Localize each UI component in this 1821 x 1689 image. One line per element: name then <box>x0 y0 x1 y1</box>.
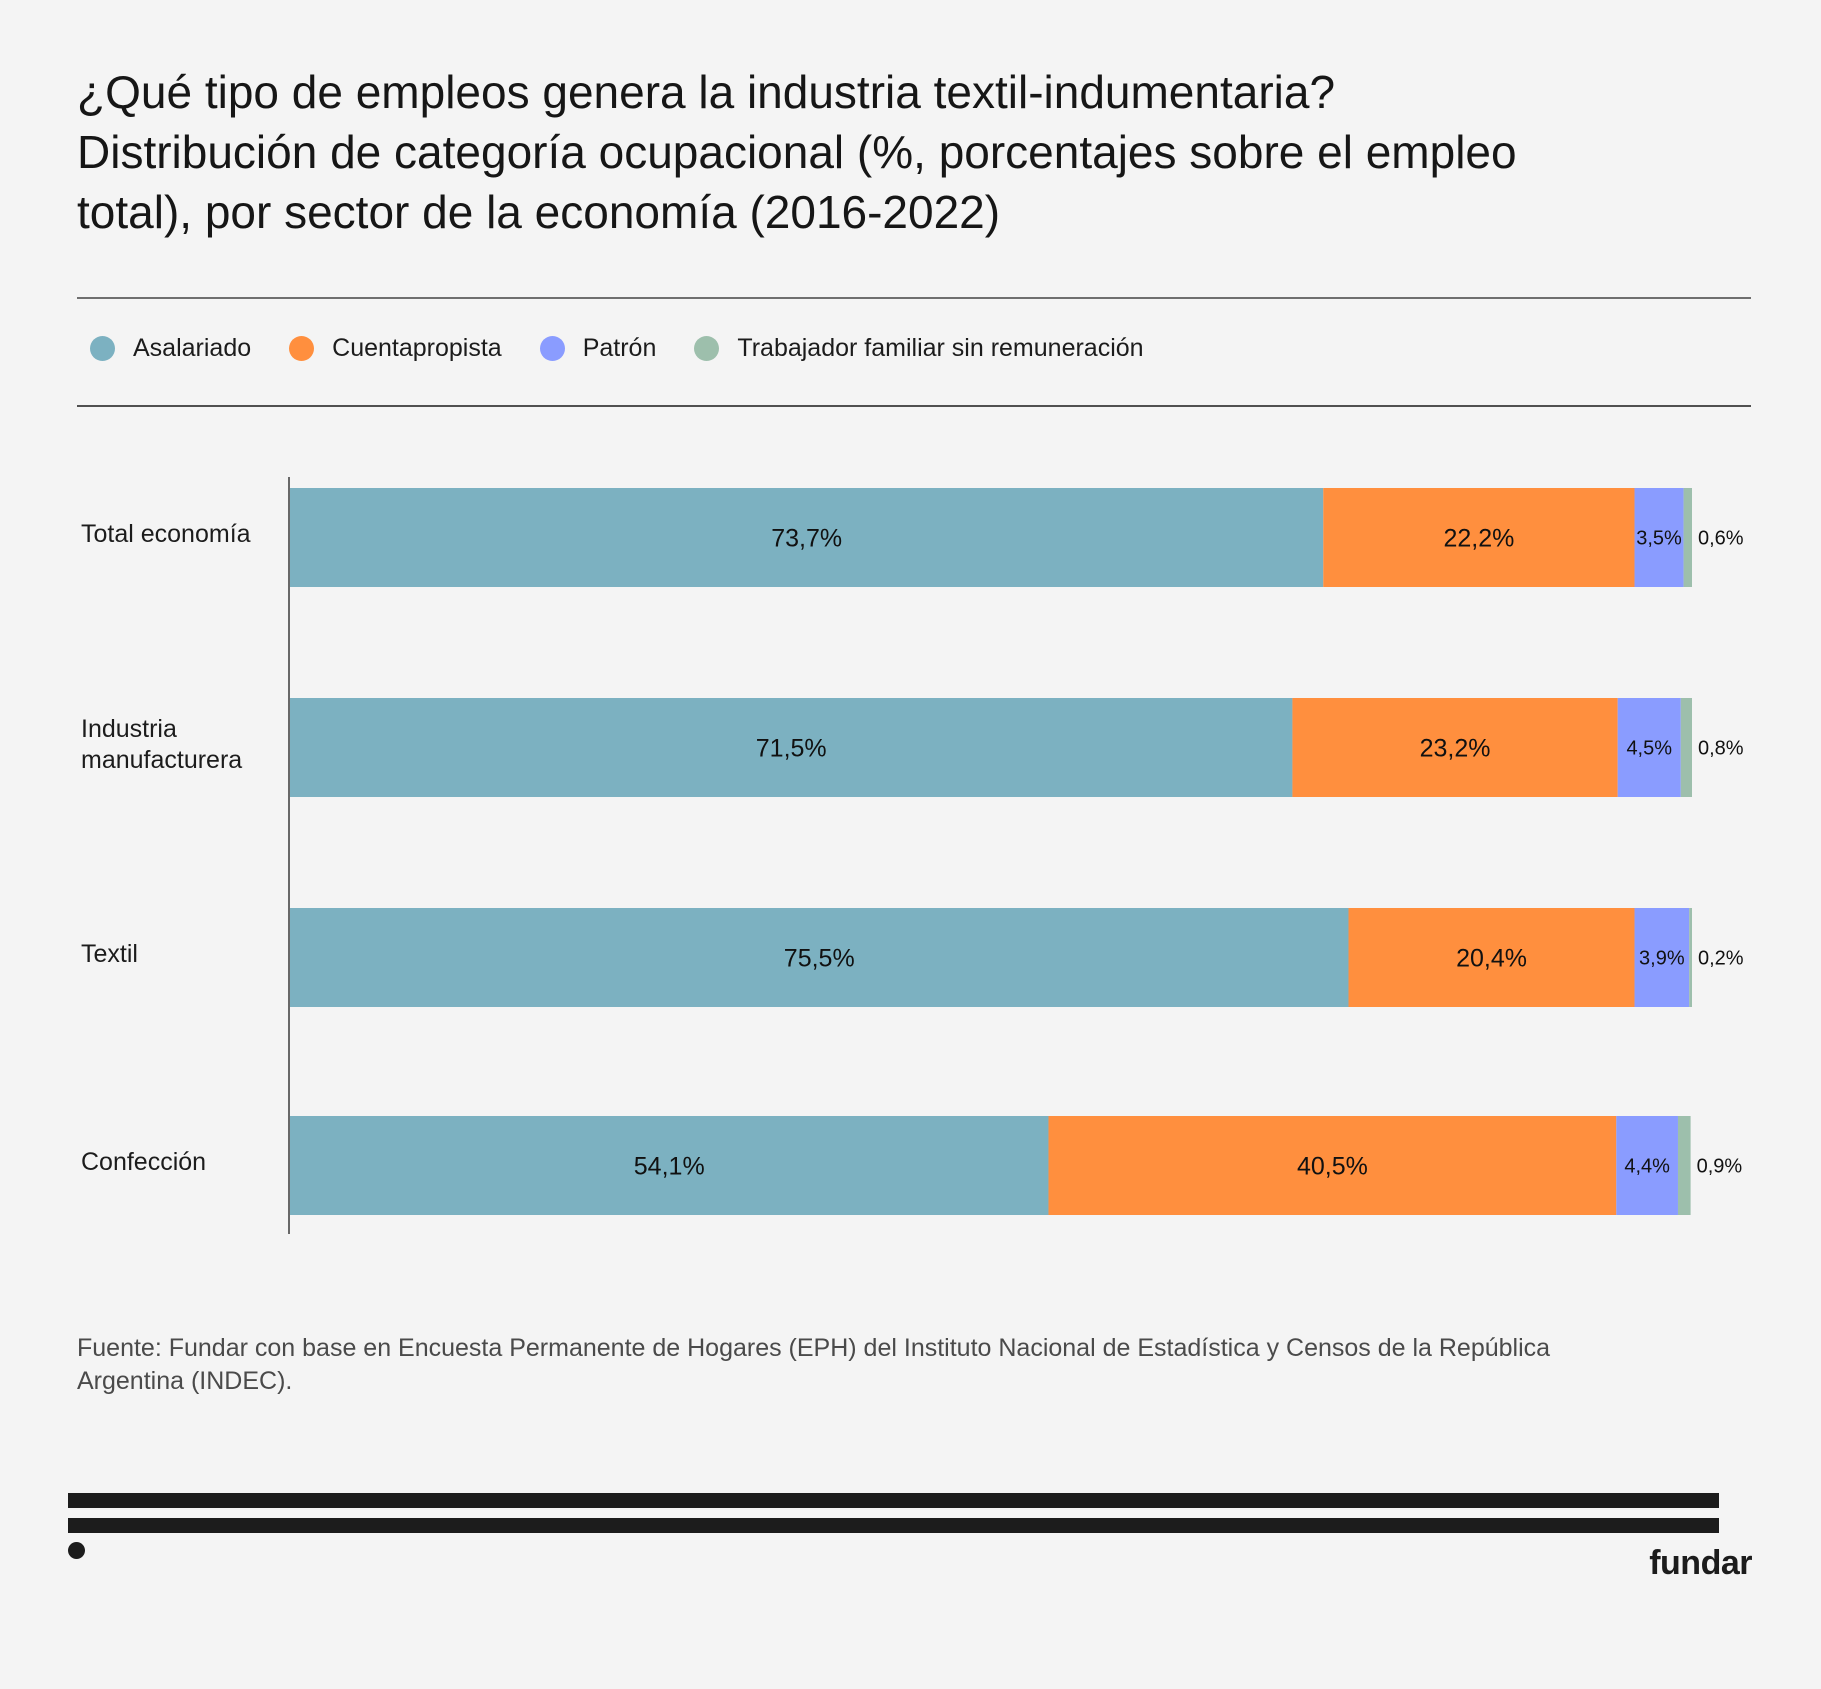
category-label: Textil <box>81 939 281 970</box>
legend-top-divider <box>77 297 1751 299</box>
bar-segment-patron[interactable] <box>1617 698 1681 797</box>
bar-group-textil: 75,5% 20,4% 3,9% 0,2% <box>290 908 1744 1007</box>
bar-segment-trabajador[interactable] <box>1680 698 1692 797</box>
category-label-line: Confección <box>81 1148 207 1176</box>
data-label: 75,5% <box>784 945 855 973</box>
bar-segment-trabajador[interactable] <box>1677 1116 1691 1215</box>
data-label: 3,9% <box>1639 948 1685 970</box>
data-label: 0,8% <box>1698 738 1744 760</box>
data-label: 23,2% <box>1420 735 1491 763</box>
legend-swatch-trabajador-familiar <box>694 336 720 361</box>
title-line-1: ¿Qué tipo de empleos genera la industria… <box>77 66 1336 118</box>
bar-segment-cuentapropista[interactable] <box>1348 908 1635 1007</box>
brand-logo: fundar <box>1649 1544 1752 1582</box>
category-label: Total economía <box>81 519 281 550</box>
bar-segment-trabajador[interactable] <box>1683 488 1692 587</box>
legend-label: Trabajador familiar sin remuneración <box>737 334 1144 362</box>
category-label: Confección <box>81 1147 281 1178</box>
bar-segment-cuentapropista[interactable] <box>1323 488 1635 587</box>
bar-segment-patron[interactable] <box>1634 488 1684 587</box>
source-line-2: Argentina (INDEC). <box>77 1367 293 1395</box>
footer-decorative-bar-bottom <box>68 1518 1719 1533</box>
bar-segment-cuentapropista[interactable] <box>1292 698 1618 797</box>
legend: Asalariado Cuentapropista Patrón Trabaja… <box>90 334 1182 363</box>
legend-item-patron[interactable]: Patrón <box>539 334 657 363</box>
bar-segment-asalariado[interactable] <box>290 488 1324 587</box>
bar-group-confecci-n: 54,1% 40,5% 4,4% 0,9% <box>290 1116 1742 1215</box>
source-note: Fuente: Fundar con base en Encuesta Perm… <box>77 1332 1777 1398</box>
category-label-line: Total economía <box>81 520 251 548</box>
legend-item-cuentapropista[interactable]: Cuentapropista <box>289 334 502 363</box>
source-line-1: Fuente: Fundar con base en Encuesta Perm… <box>77 1334 1551 1362</box>
data-label: 54,1% <box>634 1153 705 1181</box>
data-label: 0,9% <box>1697 1156 1743 1178</box>
bar-group-total-econom-a: 73,7% 22,2% 3,5% 0,6% <box>290 488 1744 587</box>
footer-decorative-bar-top <box>68 1493 1719 1508</box>
bar-group-industria-manufacturera: 71,5% 23,2% 4,5% 0,8% <box>290 698 1744 797</box>
legend-swatch-asalariado <box>90 336 115 361</box>
category-label: Industria manufacturera <box>81 714 281 776</box>
legend-bottom-divider <box>77 405 1751 407</box>
bar-segment-cuentapropista[interactable] <box>1048 1116 1617 1215</box>
data-label: 3,5% <box>1636 528 1682 550</box>
legend-item-asalariado[interactable]: Asalariado <box>90 334 251 363</box>
chart-title: ¿Qué tipo de empleos genera la industria… <box>77 62 1777 242</box>
category-label-line: Textil <box>81 940 138 968</box>
data-label: 20,4% <box>1456 945 1527 973</box>
data-label: 4,4% <box>1624 1156 1670 1178</box>
data-label: 4,5% <box>1626 738 1672 760</box>
legend-swatch-patron <box>539 336 565 361</box>
footer-decorative-dot <box>68 1542 85 1559</box>
bar-segment-trabajador[interactable] <box>1689 908 1692 1007</box>
bar-segment-asalariado[interactable] <box>290 908 1349 1007</box>
data-label: 22,2% <box>1443 525 1514 553</box>
legend-item-trabajador-familiar[interactable]: Trabajador familiar sin remuneración <box>694 334 1144 363</box>
bar-segment-patron[interactable] <box>1634 908 1690 1007</box>
legend-label: Asalariado <box>133 334 252 362</box>
bar-segment-asalariado[interactable] <box>290 1116 1049 1215</box>
data-label: 0,2% <box>1698 948 1744 970</box>
chart-area: 73,7% 22,2% 3,5% 0,6% 71,5% 23,2% 4,5% 0,8% 75,5… <box>288 477 1744 1234</box>
data-label: 71,5% <box>756 735 827 763</box>
legend-swatch-cuentapropista <box>289 336 315 361</box>
title-line-2: Distribución de categoría ocupacional (%… <box>77 126 1517 178</box>
bar-segment-patron[interactable] <box>1616 1116 1678 1215</box>
data-label: 0,6% <box>1698 528 1744 550</box>
data-label: 73,7% <box>771 525 842 553</box>
bar-segment-asalariado[interactable] <box>290 698 1293 797</box>
stacked-bar-chart: 73,7% 22,2% 3,5% 0,6% 71,5% 23,2% 4,5% 0,8% 75,5… <box>288 477 1744 1234</box>
title-line-3: total), por sector de la economía (2016-… <box>77 186 1001 238</box>
category-label-line: Industria <box>81 714 177 743</box>
data-label: 40,5% <box>1297 1153 1368 1181</box>
legend-label: Patrón <box>582 334 657 362</box>
category-label-line: manufacturera <box>81 745 243 774</box>
legend-label: Cuentapropista <box>332 334 502 362</box>
